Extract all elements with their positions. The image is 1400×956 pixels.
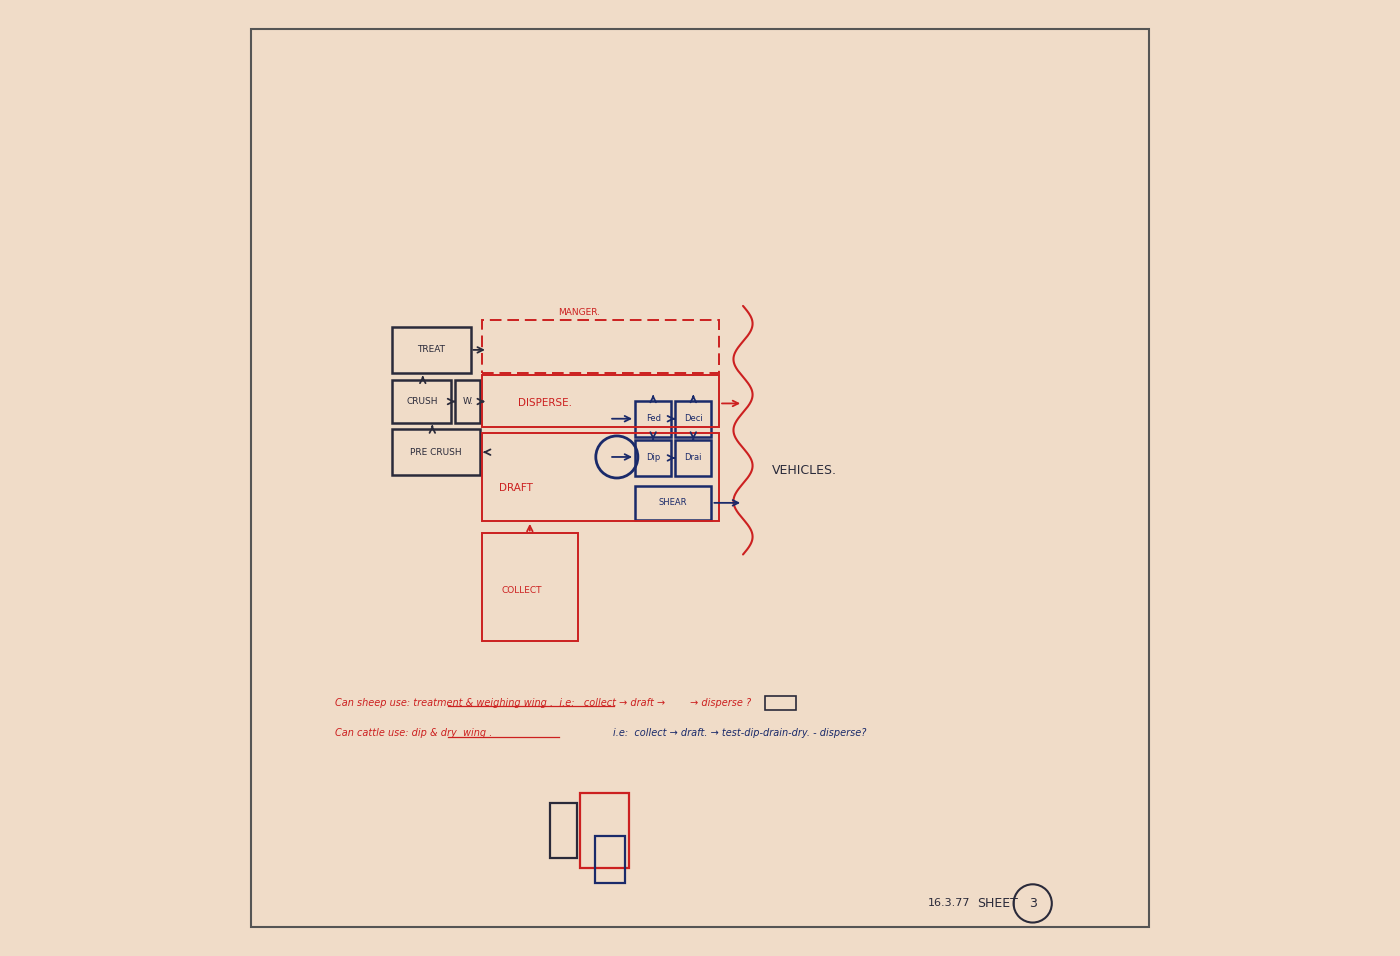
Bar bbox=[482, 433, 720, 521]
Bar bbox=[392, 429, 480, 475]
Bar bbox=[675, 440, 711, 476]
Bar bbox=[455, 380, 480, 423]
Bar bbox=[595, 836, 626, 883]
Text: Drai: Drai bbox=[685, 453, 701, 463]
Text: TREAT: TREAT bbox=[417, 345, 445, 355]
Text: Can cattle use: dip & dry  wing .: Can cattle use: dip & dry wing . bbox=[335, 728, 493, 738]
Text: 3: 3 bbox=[1029, 897, 1036, 910]
Text: Deci: Deci bbox=[685, 414, 703, 424]
Text: Dip: Dip bbox=[645, 453, 661, 463]
Text: CRUSH: CRUSH bbox=[406, 397, 438, 406]
Bar bbox=[636, 486, 711, 520]
Text: 16.3.77: 16.3.77 bbox=[928, 899, 970, 908]
Text: W.: W. bbox=[462, 397, 473, 406]
Text: PRE CRUSH: PRE CRUSH bbox=[410, 447, 462, 457]
Bar bbox=[636, 440, 672, 476]
Text: SHEAR: SHEAR bbox=[659, 498, 687, 508]
Bar bbox=[580, 793, 629, 868]
Text: COLLECT: COLLECT bbox=[501, 586, 542, 596]
Text: DRAFT: DRAFT bbox=[500, 483, 533, 492]
Text: i.e:  collect → draft. → test-dip-drain-dry. - disperse?: i.e: collect → draft. → test-dip-drain-d… bbox=[588, 728, 867, 738]
Bar bbox=[482, 533, 578, 641]
Bar bbox=[550, 803, 577, 858]
Text: MANGER.: MANGER. bbox=[559, 308, 601, 317]
Text: Can sheep use: treatment & weighing wing .  i.e:   collect → draft →        → di: Can sheep use: treatment & weighing wing… bbox=[335, 698, 750, 707]
Text: DISPERSE.: DISPERSE. bbox=[518, 399, 573, 408]
Text: SHEET: SHEET bbox=[977, 897, 1018, 910]
Bar bbox=[482, 375, 720, 427]
Bar bbox=[392, 380, 451, 423]
Text: Fed: Fed bbox=[645, 414, 661, 424]
Bar bbox=[675, 401, 711, 437]
Text: VEHICLES.: VEHICLES. bbox=[771, 464, 837, 477]
Bar bbox=[636, 401, 672, 437]
Bar bbox=[764, 696, 795, 710]
Bar bbox=[392, 327, 470, 373]
Bar bbox=[482, 320, 720, 373]
